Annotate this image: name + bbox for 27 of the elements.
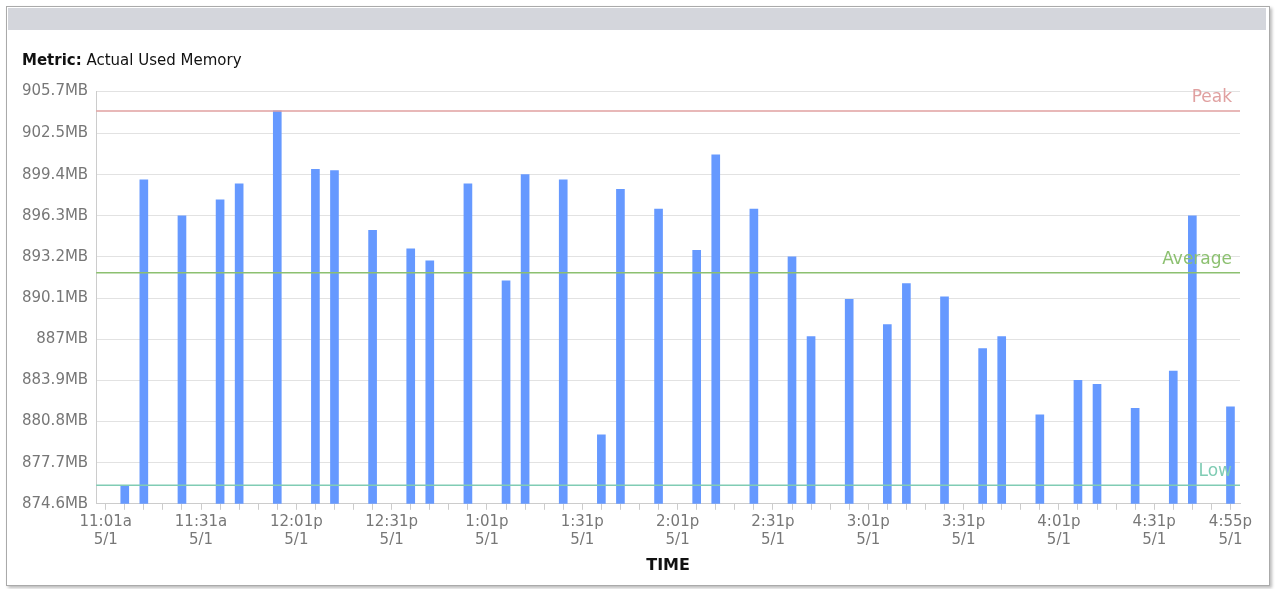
x-tick-label: 1:31p 5/1 (560, 511, 604, 548)
x-tick-label: 3:01p 5/1 (846, 511, 890, 548)
y-tick-label: 880.8MB (21, 411, 89, 430)
x-tick-label: 3:31p 5/1 (941, 511, 986, 548)
y-tick-label: 890.1MB (21, 287, 89, 306)
x-tick-label: 4:55p 5/1 (1208, 511, 1253, 548)
x-tick-label: 11:31a 5/1 (174, 511, 228, 548)
y-tick-label: 877.7MB (21, 452, 89, 471)
x-tick-label: 2:31p 5/1 (751, 511, 795, 548)
x-tick-label: 1:01p 5/1 (465, 511, 509, 548)
chart-title: Metric: Actual Used Memory (22, 51, 242, 69)
y-tick-label: 893.2MB (21, 246, 89, 265)
y-tick-label: 899.4MB (21, 164, 89, 183)
y-tick-label: 902.5MB (21, 123, 89, 142)
y-tick-label: 896.3MB (21, 205, 89, 224)
x-tick-label: 4:01p 5/1 (1037, 511, 1081, 548)
x-axis-title: TIME (646, 554, 690, 574)
x-tick-label: 12:31p 5/1 (365, 511, 419, 548)
x-tick-label: 2:01p 5/1 (656, 511, 700, 548)
x-tick-label: 4:31p 5/1 (1132, 511, 1176, 548)
y-tick-label: 887MB (36, 329, 89, 348)
y-tick-label: 883.9MB (21, 370, 89, 389)
x-tick-label: 11:01a 5/1 (79, 511, 132, 548)
y-tick-label: 874.6MB (21, 493, 89, 512)
x-tick-label: 12:01p 5/1 (269, 511, 323, 548)
ref-line-label: Peak (1191, 85, 1233, 106)
y-tick-label: 905.7MB (21, 80, 89, 99)
